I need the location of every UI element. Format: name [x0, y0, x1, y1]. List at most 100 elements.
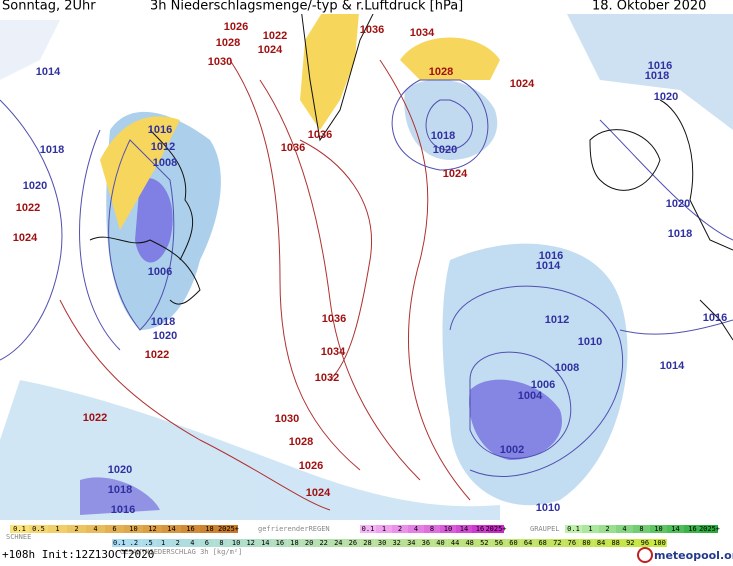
legend-tick: 1 [588, 525, 592, 533]
date-label: 18. Oktober 2020 [592, 0, 706, 14]
legend-swatch [667, 525, 684, 533]
legend-tick: 60 [509, 539, 517, 547]
pressure-label: 1024 [443, 168, 468, 180]
header-bar [0, 0, 733, 14]
legend-tick: 2025+ [218, 525, 239, 533]
legend-swatch [199, 539, 215, 547]
legend-swatch [564, 539, 580, 547]
precip-area [560, 0, 733, 130]
legend-swatch [535, 539, 550, 547]
pressure-label: 1020 [153, 330, 177, 342]
legend-swatch [67, 525, 86, 533]
pressure-label: 1036 [322, 313, 346, 325]
legend-swatch [170, 539, 185, 547]
pressure-label: 1024 [510, 78, 535, 90]
legend-tick: 84 [597, 539, 605, 547]
legend-tick: 14 [671, 525, 679, 533]
pressure-label: 1020 [433, 144, 457, 156]
pressure-label: 1026 [224, 21, 248, 33]
legend-swatch [112, 539, 127, 547]
legend-tick: 92 [626, 539, 634, 547]
legend-swatch [488, 525, 504, 533]
legend-swatch [360, 539, 375, 547]
legend-swatch [440, 525, 456, 533]
legend-swatch [633, 525, 650, 533]
legend-tick: 48 [465, 539, 473, 547]
legend-tick: 2 [74, 525, 78, 533]
isobar [469, 351, 572, 459]
isobar [0, 99, 63, 361]
legend-tick: 0.1 [113, 539, 126, 547]
legend-tick: 52 [480, 539, 488, 547]
legend-tick: 16 [276, 539, 284, 547]
legend-tick: 22 [319, 539, 327, 547]
pressure-label: 1018 [668, 228, 692, 240]
isobar [449, 285, 623, 477]
legend-tick: 0.5 [32, 525, 45, 533]
legend-swatch [124, 525, 143, 533]
pressure-label: 1034 [410, 27, 435, 39]
pressure-label: 1020 [23, 180, 47, 192]
pressure-label: 1022 [83, 412, 107, 424]
coastline [299, 0, 381, 142]
isobar [391, 79, 489, 171]
legend-tick: 26 [349, 539, 357, 547]
pressure-label: 1016 [539, 250, 563, 262]
legend-tick: 72 [553, 539, 561, 547]
legend-label: SCHNEE [6, 533, 31, 541]
legend-tick: 6 [112, 525, 116, 533]
precip-area [469, 379, 562, 460]
legend-tick: 2 [605, 525, 609, 533]
legend-tick: 8 [639, 525, 643, 533]
legend-swatch [162, 525, 181, 533]
pressure-label: 1016 [648, 60, 672, 72]
brand: meteopool.org [654, 549, 733, 562]
legend-tick: 16 [688, 525, 696, 533]
coastline [149, 129, 194, 261]
pressure-label: 1004 [518, 390, 543, 402]
legend-swatch [360, 525, 376, 533]
pressure-label: 1010 [536, 502, 560, 514]
legend-swatch [424, 525, 440, 533]
legend-swatch [684, 525, 701, 533]
legend-tick: 18 [205, 525, 213, 533]
isobar [229, 59, 361, 471]
legend-tick: 34 [407, 539, 415, 547]
legend-tick: 1 [161, 539, 165, 547]
legend-swatch [652, 539, 667, 547]
brand-logo [637, 547, 653, 563]
pressure-label: 1018 [645, 70, 669, 82]
pressure-label: 1018 [108, 484, 132, 496]
legend-swatch [616, 525, 633, 533]
legend-swatch [447, 539, 463, 547]
legend-swatch [550, 539, 565, 547]
pressure-label: 1022 [145, 349, 169, 361]
legend-swatch [345, 539, 361, 547]
legend-swatch [105, 525, 124, 533]
legend-tick: 4 [93, 525, 97, 533]
pressure-label: 1012 [151, 141, 175, 153]
legend-swatch [579, 539, 594, 547]
legend-swatch [374, 539, 390, 547]
legend-tick: 4 [622, 525, 626, 533]
legend-swatch [331, 539, 346, 547]
legend-swatch [48, 525, 67, 533]
pressure-label: 1030 [275, 413, 299, 425]
legend-tick: 32 [392, 539, 400, 547]
legend-tick: 6 [205, 539, 209, 547]
legend-swatch [219, 525, 238, 533]
pressure-label: 1024 [258, 44, 283, 56]
legend-tick: 14 [167, 525, 175, 533]
legend-tick: 0.1 [13, 525, 26, 533]
pressure-label: 1028 [429, 66, 453, 78]
precip-area [80, 477, 160, 515]
legend-tick: 18 [290, 539, 298, 547]
legend-swatch [301, 539, 317, 547]
legend-tick: 2 [398, 525, 402, 533]
legend-tick: 8 [430, 525, 434, 533]
legend-tick: 12 [246, 539, 254, 547]
run-info: +108h Init:12Z13OCT2020 [2, 548, 154, 561]
legend-tick: 14 [261, 539, 269, 547]
legend-tick: 1 [382, 525, 386, 533]
